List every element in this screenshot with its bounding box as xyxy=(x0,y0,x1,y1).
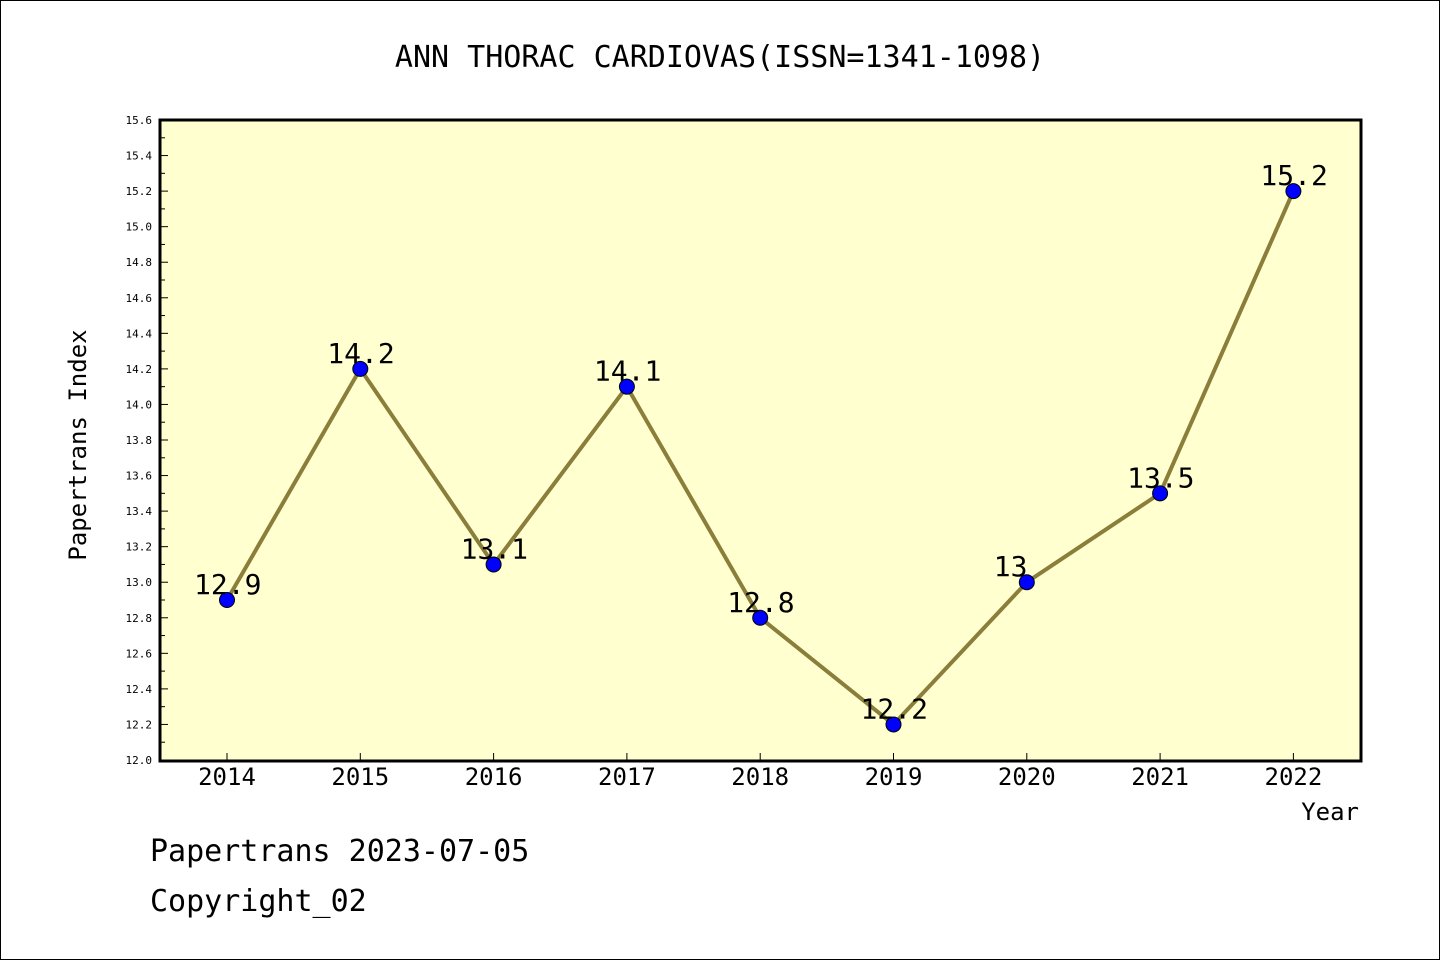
y-tick-label: 15.0 xyxy=(126,221,153,234)
data-label: 12.2 xyxy=(861,692,928,725)
y-tick-label: 14.0 xyxy=(126,398,153,411)
x-tick-label: 2018 xyxy=(731,763,789,791)
y-axis: 12.0 12.2 12.4 12.6 12.8 13.0 13.2 13.4 13.6 13.8… xyxy=(126,114,168,767)
y-tick-label: 12.4 xyxy=(126,683,153,696)
data-point xyxy=(485,556,502,573)
data-point xyxy=(885,716,902,733)
data-point xyxy=(1152,485,1169,502)
data-point xyxy=(752,609,769,626)
data-label: 12.8 xyxy=(727,586,794,619)
x-tick-label: 2020 xyxy=(998,763,1056,791)
data-point xyxy=(1018,574,1035,591)
y-axis-label: Papertrans Index xyxy=(64,329,92,560)
data-label: 14.2 xyxy=(327,337,394,370)
y-tick-label: 13.2 xyxy=(126,541,153,554)
data-label: 13.5 xyxy=(1127,461,1194,494)
data-series: 12.9 14.2 13.1 14.1 12.8 12.2 13 13.5 15.2 xyxy=(194,159,1328,733)
data-point xyxy=(352,360,369,377)
x-axis: 2014 2015 2016 2017 2018 2019 2020 2021 2022 xyxy=(198,753,1322,791)
data-point xyxy=(618,378,635,395)
x-axis-label: Year xyxy=(1301,798,1359,826)
data-point xyxy=(219,592,235,608)
data-label: 13 xyxy=(994,550,1028,583)
x-tick-label: 2021 xyxy=(1131,763,1189,791)
y-tick-label: 13.4 xyxy=(126,505,153,518)
y-tick-label: 15.2 xyxy=(126,185,153,198)
y-tick-label: 13.0 xyxy=(126,576,153,589)
y-tick-label: 15.4 xyxy=(126,150,153,163)
data-label: 13.1 xyxy=(461,532,528,565)
y-tick-label: 14.8 xyxy=(126,256,153,269)
y-tick-label: 12.8 xyxy=(126,612,153,625)
footer-copyright: Copyright_02 xyxy=(150,884,367,919)
chart-title: ANN THORAC CARDIOVAS(ISSN=1341-1098) xyxy=(395,40,1045,75)
x-tick-label: 2014 xyxy=(198,763,256,791)
x-tick-label: 2016 xyxy=(465,763,523,791)
footer-date: Papertrans 2023-07-05 xyxy=(150,834,530,869)
data-label: 15.2 xyxy=(1260,159,1327,192)
data-label: 12.9 xyxy=(194,568,261,601)
y-tick-label: 13.6 xyxy=(126,470,153,483)
y-tick-label: 12.0 xyxy=(126,754,153,767)
y-tick-label: 15.6 xyxy=(126,114,153,127)
y-tick-label: 12.6 xyxy=(126,647,153,660)
x-tick-label: 2017 xyxy=(598,763,656,791)
y-tick-label: 14.4 xyxy=(126,327,153,340)
plot-area xyxy=(158,118,1363,763)
data-label: 14.1 xyxy=(594,355,661,388)
x-tick-label: 2022 xyxy=(1265,763,1323,791)
x-tick-label: 2015 xyxy=(331,763,389,791)
x-tick-label: 2019 xyxy=(865,763,923,791)
data-point xyxy=(1285,183,1302,200)
y-tick-label: 14.2 xyxy=(126,363,153,376)
y-tick-label: 13.8 xyxy=(126,434,153,447)
y-tick-label: 12.2 xyxy=(126,718,153,731)
y-tick-label: 14.6 xyxy=(126,292,153,305)
